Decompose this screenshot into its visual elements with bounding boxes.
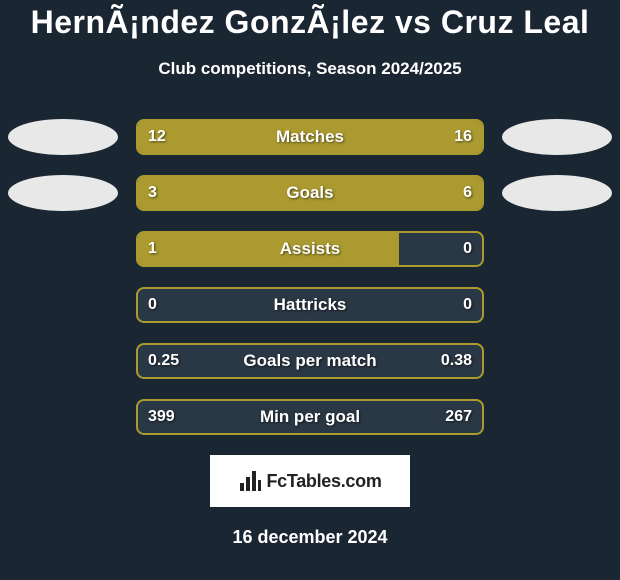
stat-label: Goals bbox=[286, 183, 333, 203]
stat-value-left: 3 bbox=[148, 184, 157, 202]
stat-value-left: 399 bbox=[148, 408, 175, 426]
stat-label: Hattricks bbox=[274, 295, 347, 315]
player-badge-left bbox=[8, 175, 118, 211]
stat-row: Assists 1 0 bbox=[0, 231, 620, 267]
stat-row: Matches 12 16 bbox=[0, 119, 620, 155]
stat-bar: Matches 12 16 bbox=[136, 119, 484, 155]
footer-date: 16 december 2024 bbox=[0, 527, 620, 548]
stat-bar: Goals per match 0.25 0.38 bbox=[136, 343, 484, 379]
player-badge-left bbox=[8, 119, 118, 155]
stat-value-right: 267 bbox=[445, 408, 472, 426]
stat-row: Min per goal 399 267 bbox=[0, 399, 620, 435]
stat-value-left: 12 bbox=[148, 128, 166, 146]
bar-fill-left bbox=[138, 233, 399, 265]
stat-bar: Assists 1 0 bbox=[136, 231, 484, 267]
stat-value-left: 0.25 bbox=[148, 352, 179, 370]
bar-fill-right bbox=[241, 177, 482, 209]
stat-value-left: 1 bbox=[148, 240, 157, 258]
page-subtitle: Club competitions, Season 2024/2025 bbox=[0, 59, 620, 79]
comparison-card: HernÃ¡ndez GonzÃ¡lez vs Cruz Leal Club c… bbox=[0, 0, 620, 548]
stat-bar: Hattricks 0 0 bbox=[136, 287, 484, 323]
player-badge-right bbox=[502, 119, 612, 155]
stat-value-right: 6 bbox=[463, 184, 472, 202]
stat-value-right: 0.38 bbox=[441, 352, 472, 370]
stat-bar: Min per goal 399 267 bbox=[136, 399, 484, 435]
page-title: HernÃ¡ndez GonzÃ¡lez vs Cruz Leal bbox=[0, 4, 620, 41]
stat-label: Assists bbox=[280, 239, 340, 259]
stat-value-right: 16 bbox=[454, 128, 472, 146]
source-logo: FcTables.com bbox=[210, 455, 410, 507]
stats-area: Matches 12 16 Goals 3 6 Assists 1 0 Hattricks 0 0 Go… bbox=[0, 119, 620, 435]
stat-value-right: 0 bbox=[463, 296, 472, 314]
stat-label: Matches bbox=[276, 127, 344, 147]
stat-row: Goals 3 6 bbox=[0, 175, 620, 211]
stat-value-right: 0 bbox=[463, 240, 472, 258]
stat-value-left: 0 bbox=[148, 296, 157, 314]
player-badge-right bbox=[502, 175, 612, 211]
stat-row: Hattricks 0 0 bbox=[0, 287, 620, 323]
stat-label: Goals per match bbox=[243, 351, 376, 371]
logo-text: FcTables.com bbox=[266, 471, 381, 492]
stat-bar: Goals 3 6 bbox=[136, 175, 484, 211]
bar-chart-icon bbox=[238, 471, 262, 491]
stat-label: Min per goal bbox=[260, 407, 360, 427]
stat-row: Goals per match 0.25 0.38 bbox=[0, 343, 620, 379]
